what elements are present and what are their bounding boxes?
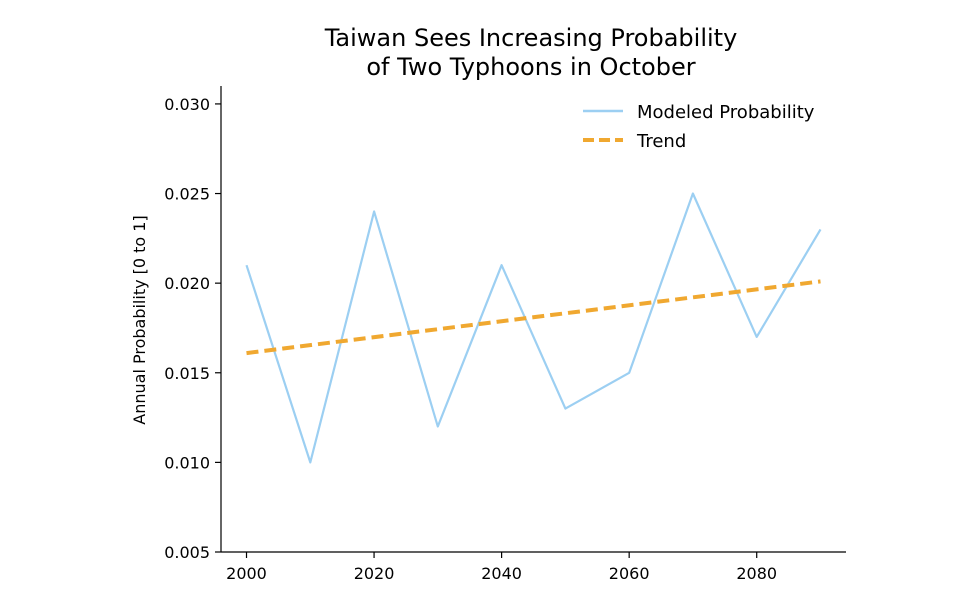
y-tick-label: 0.025 [164,185,210,204]
y-tick-label: 0.015 [164,364,210,383]
x-tick-label: 2040 [481,564,522,583]
y-axis-label: Annual Probability [0 to 1] [130,215,149,424]
series-line-modeled-probability [245,192,822,464]
x-tick-label: 2060 [609,564,650,583]
x-tick-label: 2020 [354,564,395,583]
x-axis-ticks: 2000 2020 2040 2060 2080 [226,552,777,583]
chart-title-line-2: of Two Typhoons in October [366,53,695,81]
y-tick-label: 0.005 [164,543,210,562]
chart-title-line-1: Taiwan Sees Increasing Probability [324,24,738,52]
legend-label-modeled-probability: Modeled Probability [637,102,815,123]
series-layer [245,192,822,464]
x-tick-label: 2000 [226,564,267,583]
legend: Modeled Probability Trend [583,102,815,152]
legend-label-trend: Trend [636,131,686,152]
series-line-trend [246,279,821,356]
y-tick-label: 0.010 [164,453,210,472]
y-axis-ticks: 0.005 0.010 0.015 0.020 0.025 0.030 [164,95,221,562]
y-tick-label: 0.030 [164,95,210,114]
y-tick-label: 0.020 [164,274,210,293]
x-tick-label: 2080 [736,564,777,583]
